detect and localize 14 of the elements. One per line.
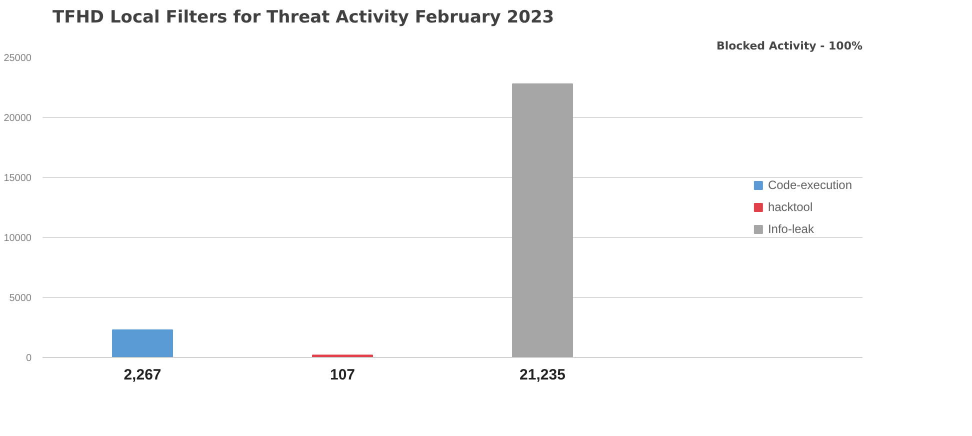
y-tick-label: 5000 <box>9 293 32 304</box>
chart-title: TFHD Local Filters for Threat Activity February 2023 <box>52 8 554 28</box>
y-tick-label: 20000 <box>4 113 32 124</box>
x-tick-label: 21,235 <box>520 366 566 384</box>
x-tick-label: 107 <box>330 366 356 384</box>
y-tick-label: 25000 <box>4 53 32 64</box>
legend-label: Code-execution <box>768 178 852 192</box>
text: Blocked Activity - 100% <box>716 40 863 52</box>
x-tick-label: 2,267 <box>124 366 162 384</box>
legend-label: Info-leak <box>768 222 814 236</box>
y-tick-label: 0 <box>26 353 32 364</box>
y-tick-label: 15000 <box>4 173 32 184</box>
legend-label: hacktool <box>768 200 813 214</box>
y-tick-label: 10000 <box>4 233 32 244</box>
